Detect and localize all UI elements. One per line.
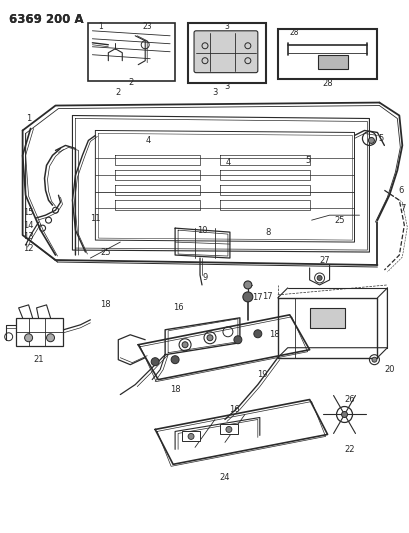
Circle shape: [25, 334, 32, 342]
Text: 9: 9: [202, 273, 207, 282]
Text: 4: 4: [225, 158, 230, 167]
Circle shape: [225, 426, 231, 432]
Circle shape: [316, 276, 321, 280]
Text: 11: 11: [90, 214, 100, 223]
Text: 6: 6: [398, 186, 403, 195]
FancyBboxPatch shape: [193, 31, 257, 72]
Text: 5: 5: [304, 156, 310, 165]
Bar: [219, 424, 237, 434]
Bar: [309, 308, 344, 328]
Text: 20: 20: [383, 365, 393, 374]
Text: 18: 18: [100, 301, 110, 309]
Text: 28: 28: [321, 79, 332, 88]
Text: 8: 8: [265, 228, 270, 237]
Circle shape: [188, 433, 193, 439]
Text: 3: 3: [212, 88, 217, 97]
Text: 14: 14: [23, 221, 34, 230]
Text: 1: 1: [26, 114, 31, 123]
Text: 5: 5: [378, 134, 383, 143]
Text: 12: 12: [23, 244, 34, 253]
Text: 21: 21: [33, 355, 44, 364]
Text: 18: 18: [169, 385, 180, 394]
Text: 16: 16: [229, 405, 240, 414]
Text: 6369 200 A: 6369 200 A: [9, 13, 83, 26]
Text: 7: 7: [400, 204, 405, 213]
Text: 2: 2: [128, 78, 134, 87]
Text: 17: 17: [262, 293, 272, 301]
Bar: [182, 431, 200, 441]
Circle shape: [242, 292, 252, 302]
Text: 4: 4: [145, 136, 151, 145]
Text: 16: 16: [172, 303, 183, 312]
Text: 22: 22: [344, 445, 354, 454]
Text: 18: 18: [269, 330, 279, 340]
Bar: [16, 318, 63, 346]
Text: 23: 23: [142, 22, 152, 31]
Circle shape: [368, 138, 373, 143]
Text: 27: 27: [319, 255, 329, 264]
Bar: [88, 23, 175, 80]
Text: 25: 25: [333, 216, 344, 224]
Circle shape: [253, 330, 261, 338]
Text: 26: 26: [344, 395, 354, 404]
Circle shape: [151, 358, 159, 366]
Text: 3: 3: [224, 22, 229, 31]
Circle shape: [233, 336, 241, 344]
Circle shape: [341, 411, 347, 417]
Text: 1: 1: [98, 22, 103, 31]
Bar: [277, 29, 377, 79]
Circle shape: [207, 335, 212, 341]
Circle shape: [371, 357, 376, 362]
Text: 25: 25: [100, 247, 110, 256]
Text: 2: 2: [115, 88, 121, 97]
Text: 15: 15: [23, 208, 34, 217]
Bar: [317, 55, 347, 69]
Text: 10: 10: [196, 225, 207, 235]
Bar: [188, 23, 265, 83]
Circle shape: [47, 334, 54, 342]
Text: 19: 19: [257, 370, 267, 379]
Circle shape: [182, 342, 188, 348]
Circle shape: [243, 281, 251, 289]
Text: 3: 3: [224, 82, 229, 91]
Text: 6369 200 A: 6369 200 A: [9, 13, 83, 26]
Text: 24: 24: [219, 473, 229, 482]
Text: 28: 28: [289, 28, 299, 37]
Text: 17: 17: [252, 293, 263, 302]
Text: 13: 13: [23, 232, 34, 240]
Circle shape: [171, 356, 179, 364]
